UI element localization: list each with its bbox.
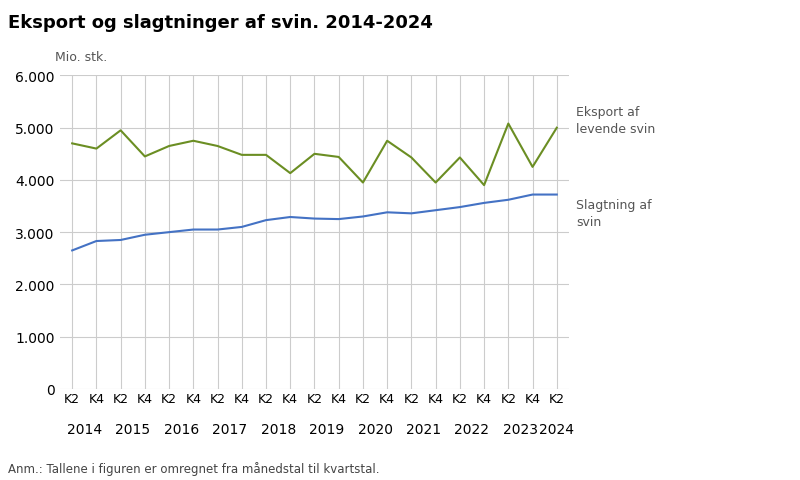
Text: Anm.: Tallene i figuren er omregnet fra månedstal til kvartstal.: Anm.: Tallene i figuren er omregnet fra … [8, 461, 379, 475]
Text: Eksport af
levende svin: Eksport af levende svin [576, 106, 655, 135]
Text: Slagtning af
svin: Slagtning af svin [576, 198, 652, 228]
Text: Mio. stk.: Mio. stk. [55, 51, 107, 64]
Text: Eksport og slagtninger af svin. 2014-2024: Eksport og slagtninger af svin. 2014-202… [8, 14, 433, 32]
